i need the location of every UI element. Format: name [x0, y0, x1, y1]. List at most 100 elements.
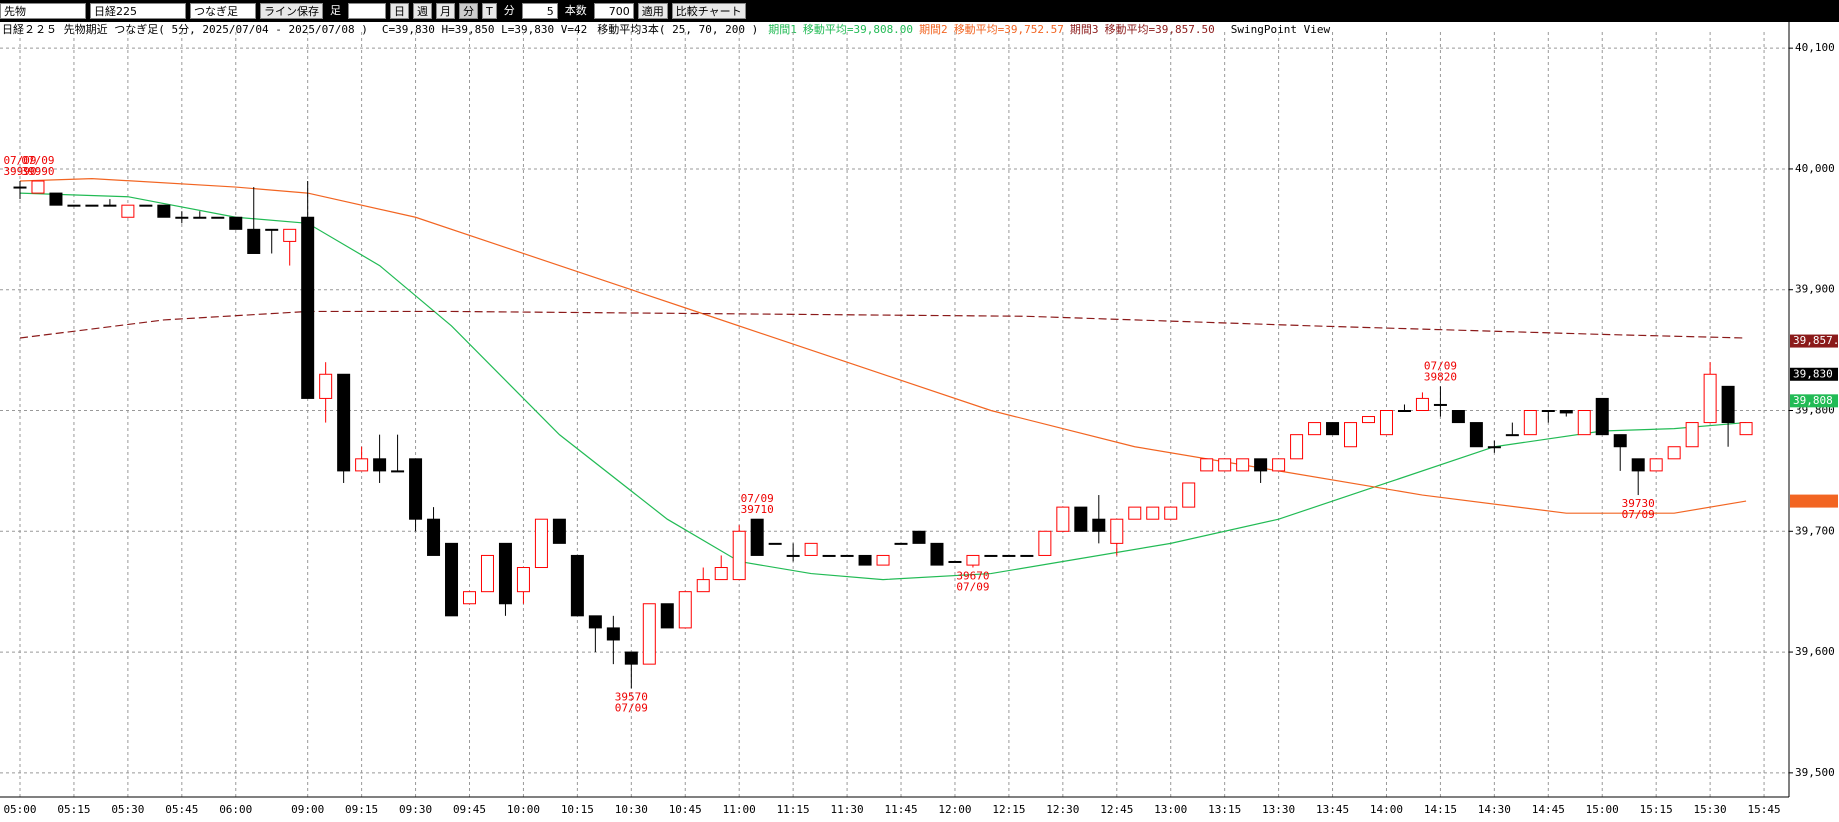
interval-input[interactable]: 5: [521, 3, 558, 19]
candle-body: [1685, 422, 1699, 448]
candle-body: [858, 554, 872, 566]
candle-body: [1469, 422, 1483, 448]
candle-body: [49, 192, 63, 206]
candle-body: [1308, 422, 1322, 436]
candle-body: [984, 554, 998, 557]
y-tick-label: 39,700: [1795, 524, 1835, 537]
x-tick-label: 09:00: [291, 803, 324, 816]
header-ohlcv: C=39,830 H=39,850 L=39,830 V=42: [382, 23, 587, 36]
moving-average: [19, 192, 1747, 581]
month-button[interactable]: 月: [436, 3, 455, 19]
x-tick-label: 05:45: [165, 803, 198, 816]
y-tick-label: 40,000: [1795, 162, 1835, 175]
tick-button[interactable]: T: [482, 3, 497, 19]
swing-date: 07/09: [1622, 508, 1655, 521]
candle-body: [1038, 530, 1052, 556]
compare-button[interactable]: 比較チャート: [671, 3, 746, 19]
candle-body: [750, 518, 764, 556]
candle-body: [427, 518, 441, 556]
header-ma-title: 移動平均3本( 25, 70, 200 ): [597, 22, 758, 36]
swing-date: 07/09: [615, 701, 648, 714]
swing-price: 39570: [615, 690, 648, 703]
price-tag: [1790, 367, 1838, 381]
candle-body: [660, 603, 674, 629]
x-tick-label: 13:45: [1316, 803, 1349, 816]
candle-body: [786, 554, 800, 557]
swing-price: 39730: [1622, 497, 1655, 510]
candle-body: [822, 554, 836, 557]
y-tick-label: 39,500: [1795, 766, 1835, 779]
x-tick-label: 14:30: [1478, 803, 1511, 816]
x-tick-label: 11:00: [723, 803, 756, 816]
candle-body: [1020, 554, 1034, 557]
candle-body: [498, 542, 512, 605]
candle-body: [175, 216, 189, 219]
x-tick-label: 15:00: [1586, 803, 1619, 816]
count-input[interactable]: 700: [593, 3, 634, 19]
candle-body: [1110, 518, 1124, 544]
legend-period: 期間1: [768, 23, 797, 36]
x-tick-label: 14:45: [1532, 803, 1565, 816]
candle-body: [1559, 410, 1573, 414]
candle-body: [301, 216, 315, 399]
x-tick-label: 10:00: [507, 803, 540, 816]
week-button[interactable]: 週: [413, 3, 432, 19]
candle-body: [1290, 434, 1304, 460]
legend-period: 期間3: [1070, 23, 1099, 36]
mode-select[interactable]: つなぎ足: [190, 3, 256, 19]
candle-body: [1415, 397, 1429, 411]
apply-button[interactable]: 適用: [637, 3, 668, 19]
candle-body: [570, 554, 584, 617]
price-tag-label: 39,830: [1793, 367, 1833, 380]
x-tick-label: 15:30: [1694, 803, 1727, 816]
day-button[interactable]: 日: [390, 3, 409, 19]
candle-body: [1092, 518, 1106, 532]
candle-body: [930, 542, 944, 566]
x-tick-label: 13:15: [1208, 803, 1241, 816]
market-select[interactable]: 先物: [0, 3, 86, 19]
swing-price: 39990: [21, 165, 54, 178]
candle-body: [1397, 410, 1411, 412]
candle-body: [948, 560, 962, 563]
x-tick-label: 12:30: [1046, 803, 1079, 816]
x-tick-label: 13:00: [1154, 803, 1187, 816]
save-button[interactable]: ライン保存: [260, 3, 323, 19]
candle-body: [966, 554, 980, 566]
candle-body: [624, 651, 638, 665]
candle-body: [247, 228, 261, 254]
swing-date: 07/09: [741, 492, 774, 505]
candle-body: [1595, 397, 1609, 436]
swing-price: 39710: [741, 503, 774, 516]
candle-body: [1379, 410, 1393, 436]
candle-body: [373, 458, 387, 472]
x-tick-label: 12:45: [1100, 803, 1133, 816]
x-tick-label: 12:00: [938, 803, 971, 816]
minute-button[interactable]: 分: [459, 3, 478, 19]
candle-body: [13, 186, 27, 189]
candle-body: [1236, 458, 1250, 472]
candle-body: [337, 373, 351, 472]
candle-body: [67, 204, 81, 207]
candle-body: [445, 542, 459, 617]
swing-price: 39990: [3, 165, 36, 178]
candle-body: [1074, 506, 1088, 532]
candle-body: [1128, 506, 1142, 520]
price-tag: [1790, 494, 1838, 508]
moving-average: [19, 177, 1747, 514]
candle-body: [319, 373, 333, 399]
index-select[interactable]: 日経225: [90, 3, 186, 19]
candle-body: [804, 542, 818, 556]
x-tick-label: 09:30: [399, 803, 432, 816]
candle-body: [1577, 410, 1591, 436]
candle-body: [1703, 373, 1717, 424]
candle-body: [1433, 403, 1447, 406]
x-tick-label: 14:00: [1370, 803, 1403, 816]
x-tick-label: 10:15: [561, 803, 594, 816]
candle-body: [283, 228, 297, 242]
candle-body: [1505, 434, 1519, 437]
candle-body: [139, 204, 153, 207]
blank-box[interactable]: [348, 3, 386, 19]
candle-body: [714, 567, 728, 581]
candle-body: [1362, 416, 1375, 424]
header-view: SwingPoint View: [1231, 23, 1331, 36]
